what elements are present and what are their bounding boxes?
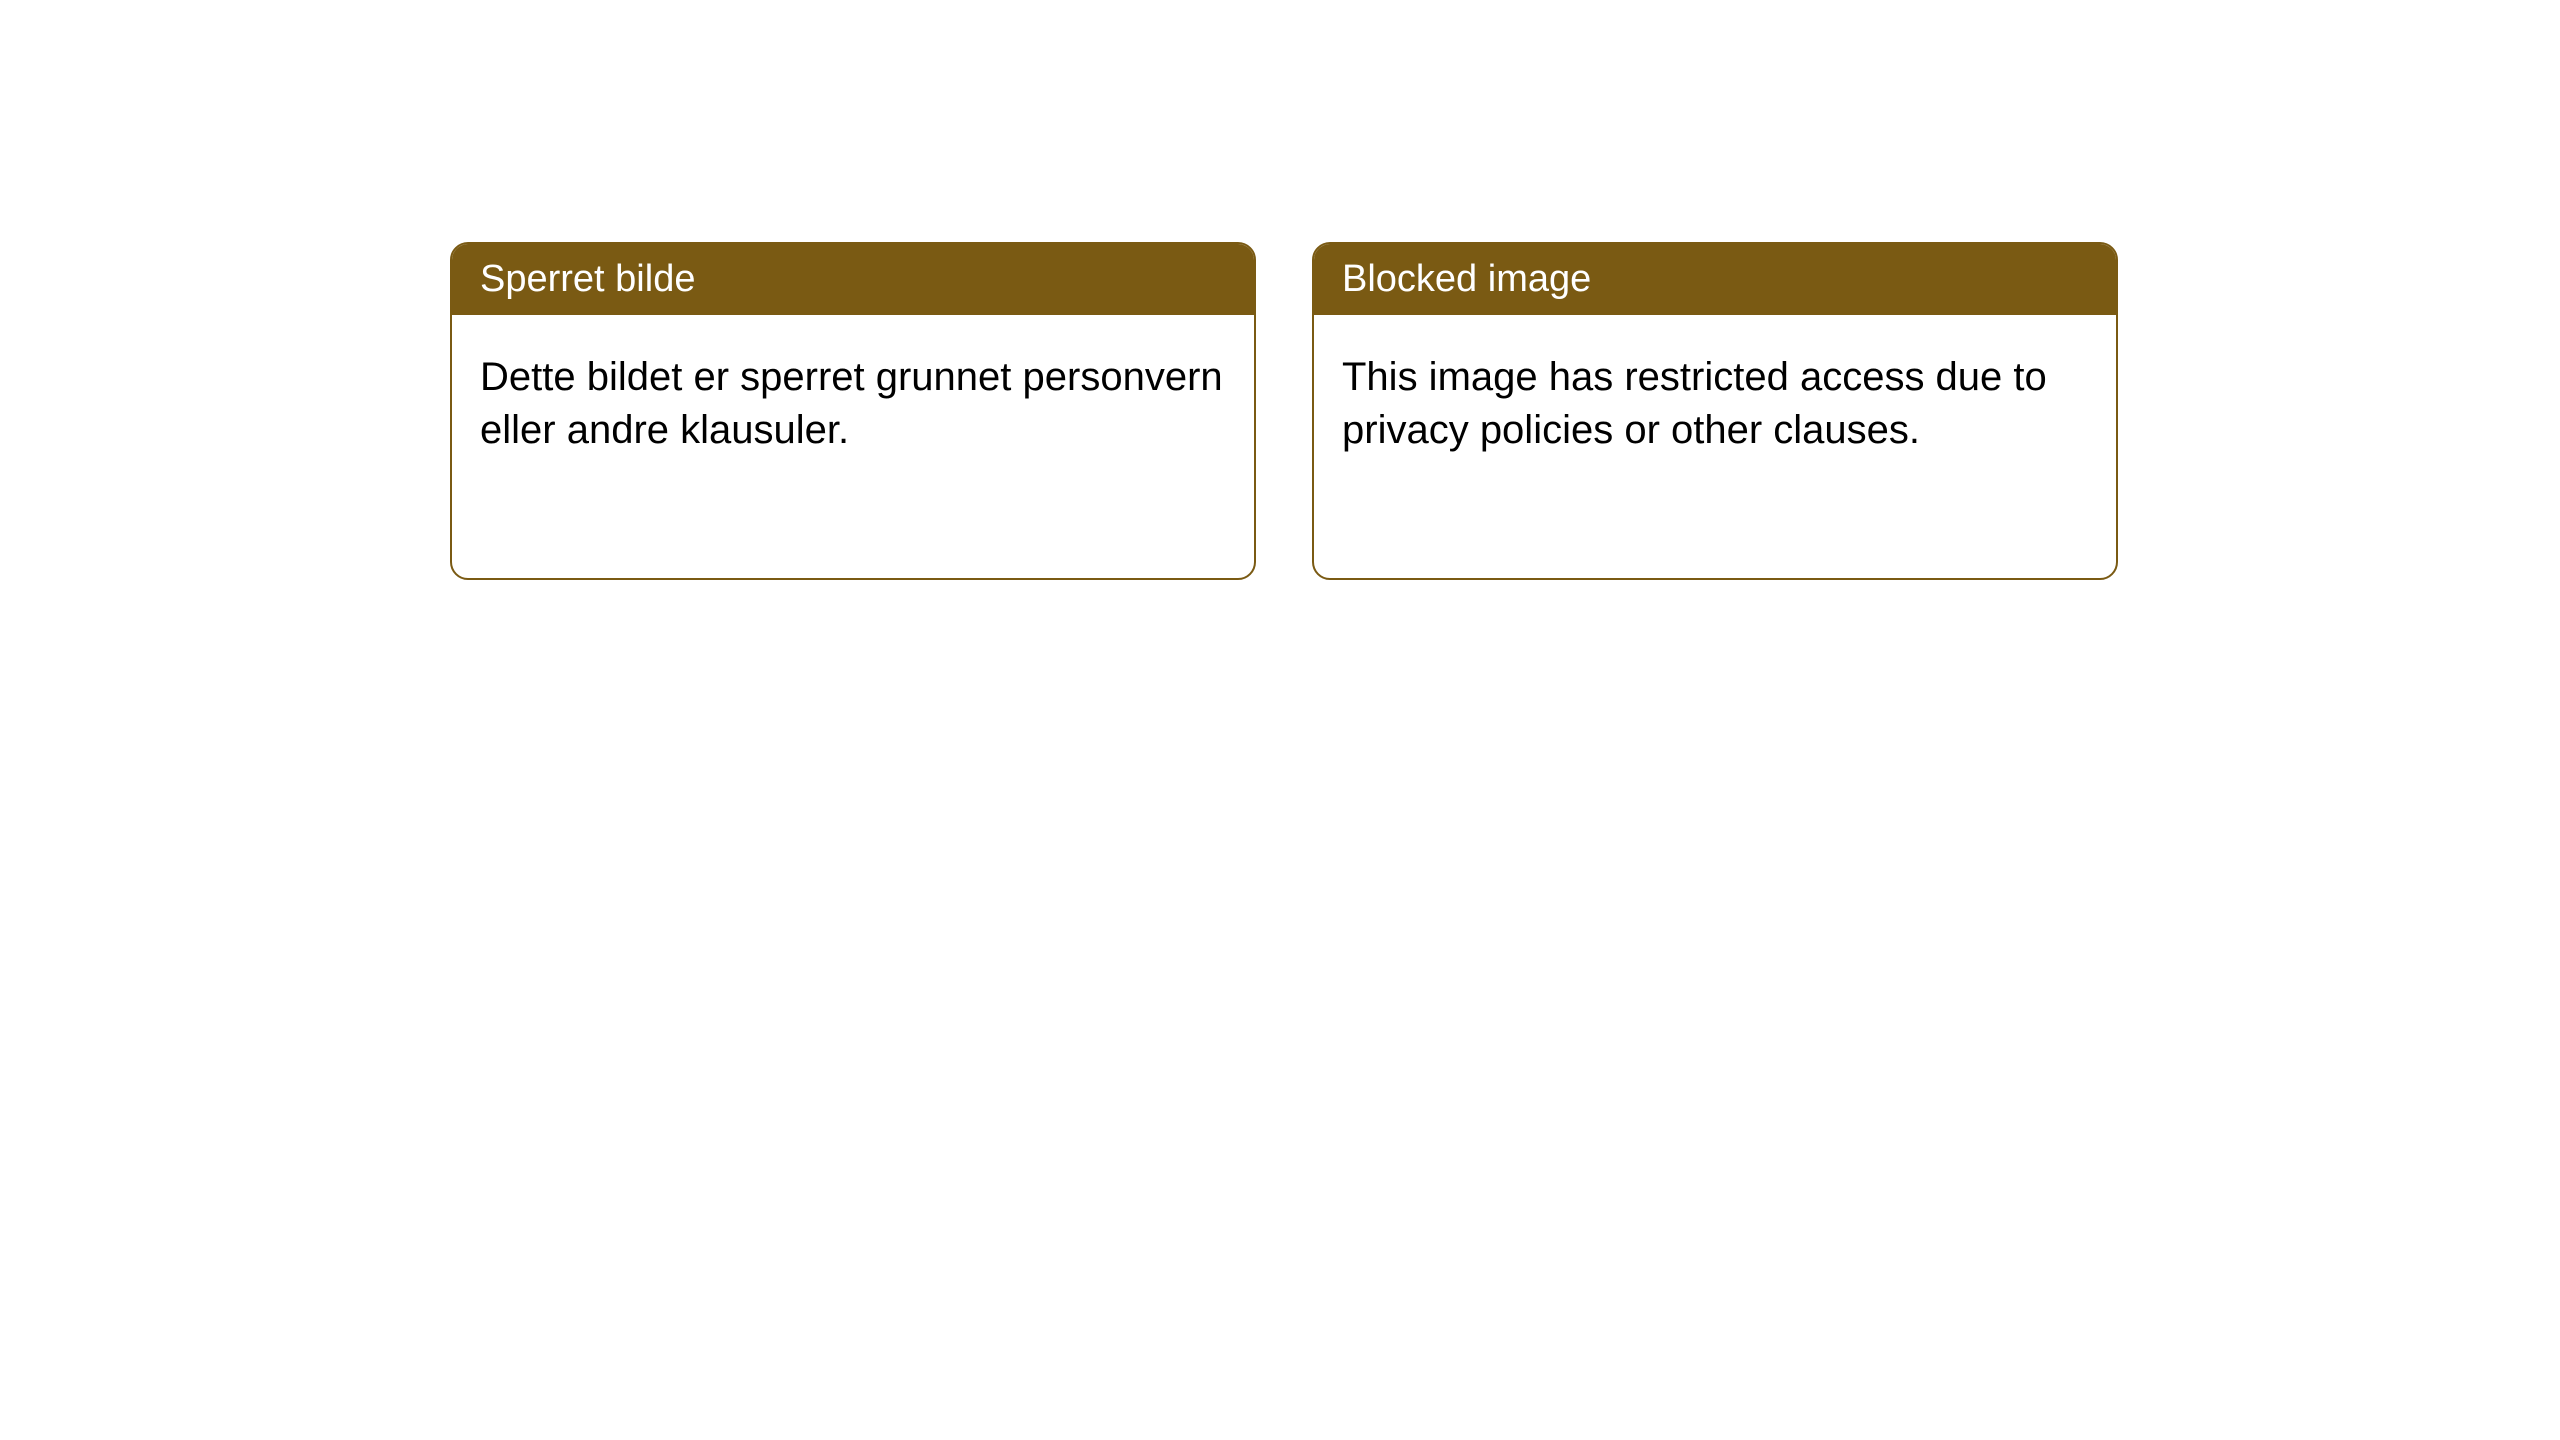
card-title: Blocked image bbox=[1342, 258, 1591, 300]
card-body: Dette bildet er sperret grunnet personve… bbox=[452, 315, 1254, 493]
card-header: Blocked image bbox=[1314, 244, 2116, 315]
card-body: This image has restricted access due to … bbox=[1314, 315, 2116, 493]
blocked-image-card-no: Sperret bilde Dette bildet er sperret gr… bbox=[450, 242, 1256, 580]
blocked-image-card-en: Blocked image This image has restricted … bbox=[1312, 242, 2118, 580]
card-header: Sperret bilde bbox=[452, 244, 1254, 315]
notice-container: Sperret bilde Dette bildet er sperret gr… bbox=[0, 0, 2560, 580]
card-title: Sperret bilde bbox=[480, 258, 695, 300]
card-body-text: This image has restricted access due to … bbox=[1342, 355, 2047, 452]
card-body-text: Dette bildet er sperret grunnet personve… bbox=[480, 355, 1223, 452]
